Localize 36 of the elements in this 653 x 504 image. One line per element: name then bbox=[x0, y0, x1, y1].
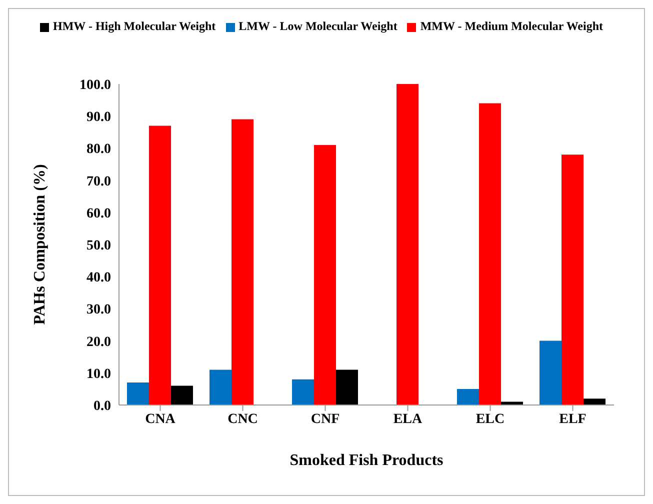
bar bbox=[314, 144, 336, 405]
x-tick-label: CNA bbox=[145, 412, 176, 427]
y-tick-label: 30.0 bbox=[86, 302, 111, 318]
y-tick-label: 70.0 bbox=[86, 174, 111, 190]
x-tick-label: CNF bbox=[310, 412, 340, 427]
legend-label: MMW - Medium Molecular Weight bbox=[420, 19, 603, 33]
bar bbox=[127, 382, 149, 405]
x-tick-label: ELF bbox=[559, 412, 586, 427]
bar bbox=[479, 103, 501, 405]
x-tick-label: ELA bbox=[393, 412, 424, 427]
y-tick-label: 20.0 bbox=[86, 334, 111, 350]
bar bbox=[210, 370, 232, 405]
y-tick-label: 100.0 bbox=[80, 78, 111, 93]
bar bbox=[292, 379, 314, 405]
bar bbox=[396, 84, 418, 405]
bar bbox=[457, 388, 479, 405]
bar bbox=[232, 119, 254, 405]
bar bbox=[336, 370, 358, 405]
bar bbox=[540, 340, 562, 405]
y-tick-label: 90.0 bbox=[86, 110, 111, 126]
x-tick-label: CNC bbox=[228, 412, 258, 427]
legend-label: HMW - High Molecular Weight bbox=[53, 19, 216, 33]
x-tick-label: ELC bbox=[476, 412, 505, 427]
bar bbox=[584, 398, 606, 405]
x-axis-title: Smoked Fish Products bbox=[290, 452, 444, 469]
bar bbox=[171, 386, 193, 405]
y-tick-label: 60.0 bbox=[86, 206, 111, 222]
y-axis-title: PAHs Composition (%) bbox=[32, 164, 49, 325]
bar bbox=[149, 126, 171, 405]
bar bbox=[562, 154, 584, 405]
y-tick-label: 80.0 bbox=[86, 142, 111, 158]
y-tick-label: 10.0 bbox=[86, 366, 111, 382]
y-tick-label: 50.0 bbox=[86, 238, 111, 254]
y-tick-label: 0.0 bbox=[94, 398, 111, 414]
y-tick-label: 40.0 bbox=[86, 270, 111, 286]
legend-label: LMW - Low Molecular Weight bbox=[238, 19, 398, 33]
